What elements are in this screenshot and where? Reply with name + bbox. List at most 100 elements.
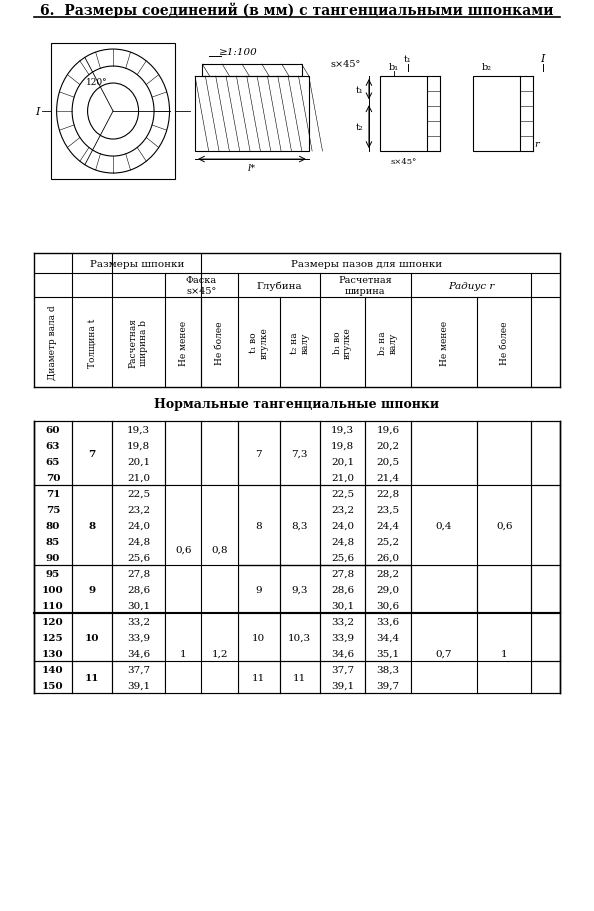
Text: 29,0: 29,0 <box>377 585 400 594</box>
Text: 9: 9 <box>89 585 96 594</box>
Text: Не менее: Не менее <box>440 320 448 365</box>
Text: 10: 10 <box>252 633 266 642</box>
Text: 19,8: 19,8 <box>331 441 354 450</box>
Text: 30,1: 30,1 <box>127 601 150 609</box>
Text: 39,1: 39,1 <box>127 681 150 690</box>
Text: 19,3: 19,3 <box>127 425 150 434</box>
Text: 27,8: 27,8 <box>127 568 150 578</box>
Text: 85: 85 <box>46 537 60 546</box>
Text: Толщина t: Толщина t <box>88 318 97 367</box>
Text: 11: 11 <box>293 673 307 681</box>
Text: 10,3: 10,3 <box>288 633 311 642</box>
Text: 7: 7 <box>89 449 96 458</box>
Text: 22,5: 22,5 <box>331 489 354 498</box>
Text: s×45°: s×45° <box>390 158 416 166</box>
Text: 20,1: 20,1 <box>331 457 354 466</box>
Text: 28,2: 28,2 <box>377 568 400 578</box>
Text: 110: 110 <box>42 601 64 609</box>
Text: I: I <box>35 107 40 117</box>
Text: 60: 60 <box>46 425 60 434</box>
Text: t₂ на
валу: t₂ на валу <box>290 332 309 353</box>
Text: 8: 8 <box>89 521 96 530</box>
Text: 23,5: 23,5 <box>377 505 400 514</box>
Text: 34,4: 34,4 <box>377 633 400 642</box>
Text: 33,9: 33,9 <box>331 633 354 642</box>
Text: l*: l* <box>248 163 256 172</box>
Text: 23,2: 23,2 <box>127 505 150 514</box>
Text: 21,0: 21,0 <box>331 473 354 482</box>
Text: 70: 70 <box>46 473 60 482</box>
Text: 28,6: 28,6 <box>127 585 150 594</box>
Text: 25,6: 25,6 <box>127 553 150 562</box>
Text: t₁ во
втулке: t₁ во втулке <box>249 327 268 359</box>
Text: 1,2: 1,2 <box>211 649 228 658</box>
Text: 33,2: 33,2 <box>127 617 150 626</box>
Text: 27,8: 27,8 <box>331 568 354 578</box>
Text: 33,9: 33,9 <box>127 633 150 642</box>
Text: 10: 10 <box>85 633 99 642</box>
Text: 7: 7 <box>255 449 262 458</box>
Text: Глубина: Глубина <box>256 281 302 291</box>
Text: 80: 80 <box>46 521 60 530</box>
Text: 37,7: 37,7 <box>331 665 354 674</box>
Text: 100: 100 <box>42 585 64 594</box>
Text: t₁: t₁ <box>404 55 412 64</box>
Text: 75: 75 <box>46 505 60 514</box>
Text: 11: 11 <box>252 673 266 681</box>
Text: 6.  Размеры соединений (в мм) с тангенциальными шпонками: 6. Размеры соединений (в мм) с тангенциа… <box>40 3 554 18</box>
Text: 1: 1 <box>180 649 187 658</box>
Text: 26,0: 26,0 <box>377 553 400 562</box>
Text: Расчетная
ширина: Расчетная ширина <box>339 276 392 295</box>
Text: 37,7: 37,7 <box>127 665 150 674</box>
Text: 24,4: 24,4 <box>377 521 400 530</box>
Text: r: r <box>534 139 539 148</box>
Text: 0,6: 0,6 <box>496 521 513 530</box>
Text: Расчетная
ширина b: Расчетная ширина b <box>129 318 148 367</box>
Text: 8,3: 8,3 <box>292 521 308 530</box>
Text: 0,6: 0,6 <box>175 545 191 554</box>
Bar <box>411 613 531 693</box>
Text: 20,1: 20,1 <box>127 457 150 466</box>
Text: 9: 9 <box>255 585 262 594</box>
Text: b₂ на
валу: b₂ на валу <box>378 331 398 354</box>
Text: Размеры пазов для шпонки: Размеры пазов для шпонки <box>290 260 442 268</box>
Text: ≥1:100: ≥1:100 <box>219 47 257 56</box>
Text: 34,6: 34,6 <box>127 649 150 658</box>
Text: 22,5: 22,5 <box>127 489 150 498</box>
Text: 7,3: 7,3 <box>292 449 308 458</box>
Text: b₁ во
втулке: b₁ во втулке <box>333 327 352 359</box>
Text: 90: 90 <box>46 553 60 562</box>
Text: 39,7: 39,7 <box>377 681 400 690</box>
Text: 1: 1 <box>501 649 507 658</box>
Text: b₂: b₂ <box>481 63 491 71</box>
Text: 0,7: 0,7 <box>436 649 452 658</box>
Text: 35,1: 35,1 <box>377 649 400 658</box>
Text: 120: 120 <box>42 617 64 626</box>
Text: 0,4: 0,4 <box>436 521 452 530</box>
Text: t₂: t₂ <box>356 123 364 132</box>
Text: t₁: t₁ <box>356 86 364 95</box>
Text: 0,8: 0,8 <box>211 545 228 554</box>
Text: 120°: 120° <box>86 77 108 87</box>
Bar <box>165 613 238 693</box>
Text: 150: 150 <box>42 681 64 690</box>
Text: Нормальные тангенциальные шпонки: Нормальные тангенциальные шпонки <box>154 397 440 410</box>
Text: 30,1: 30,1 <box>331 601 354 609</box>
Text: 33,6: 33,6 <box>377 617 400 626</box>
Text: 20,5: 20,5 <box>377 457 400 466</box>
Text: Не менее: Не менее <box>179 320 188 365</box>
Text: 23,2: 23,2 <box>331 505 354 514</box>
Text: 71: 71 <box>46 489 60 498</box>
Text: s×45°: s×45° <box>330 59 361 68</box>
Text: 65: 65 <box>46 457 60 466</box>
Text: 28,6: 28,6 <box>331 585 354 594</box>
Text: 21,0: 21,0 <box>127 473 150 482</box>
Text: 95: 95 <box>46 568 60 578</box>
Text: 20,2: 20,2 <box>377 441 400 450</box>
Text: 11: 11 <box>85 673 99 681</box>
Text: 19,6: 19,6 <box>377 425 400 434</box>
Bar <box>411 486 531 566</box>
Text: 19,8: 19,8 <box>127 441 150 450</box>
Text: Фаска
s×45°: Фаска s×45° <box>186 276 217 295</box>
Text: 63: 63 <box>46 441 60 450</box>
